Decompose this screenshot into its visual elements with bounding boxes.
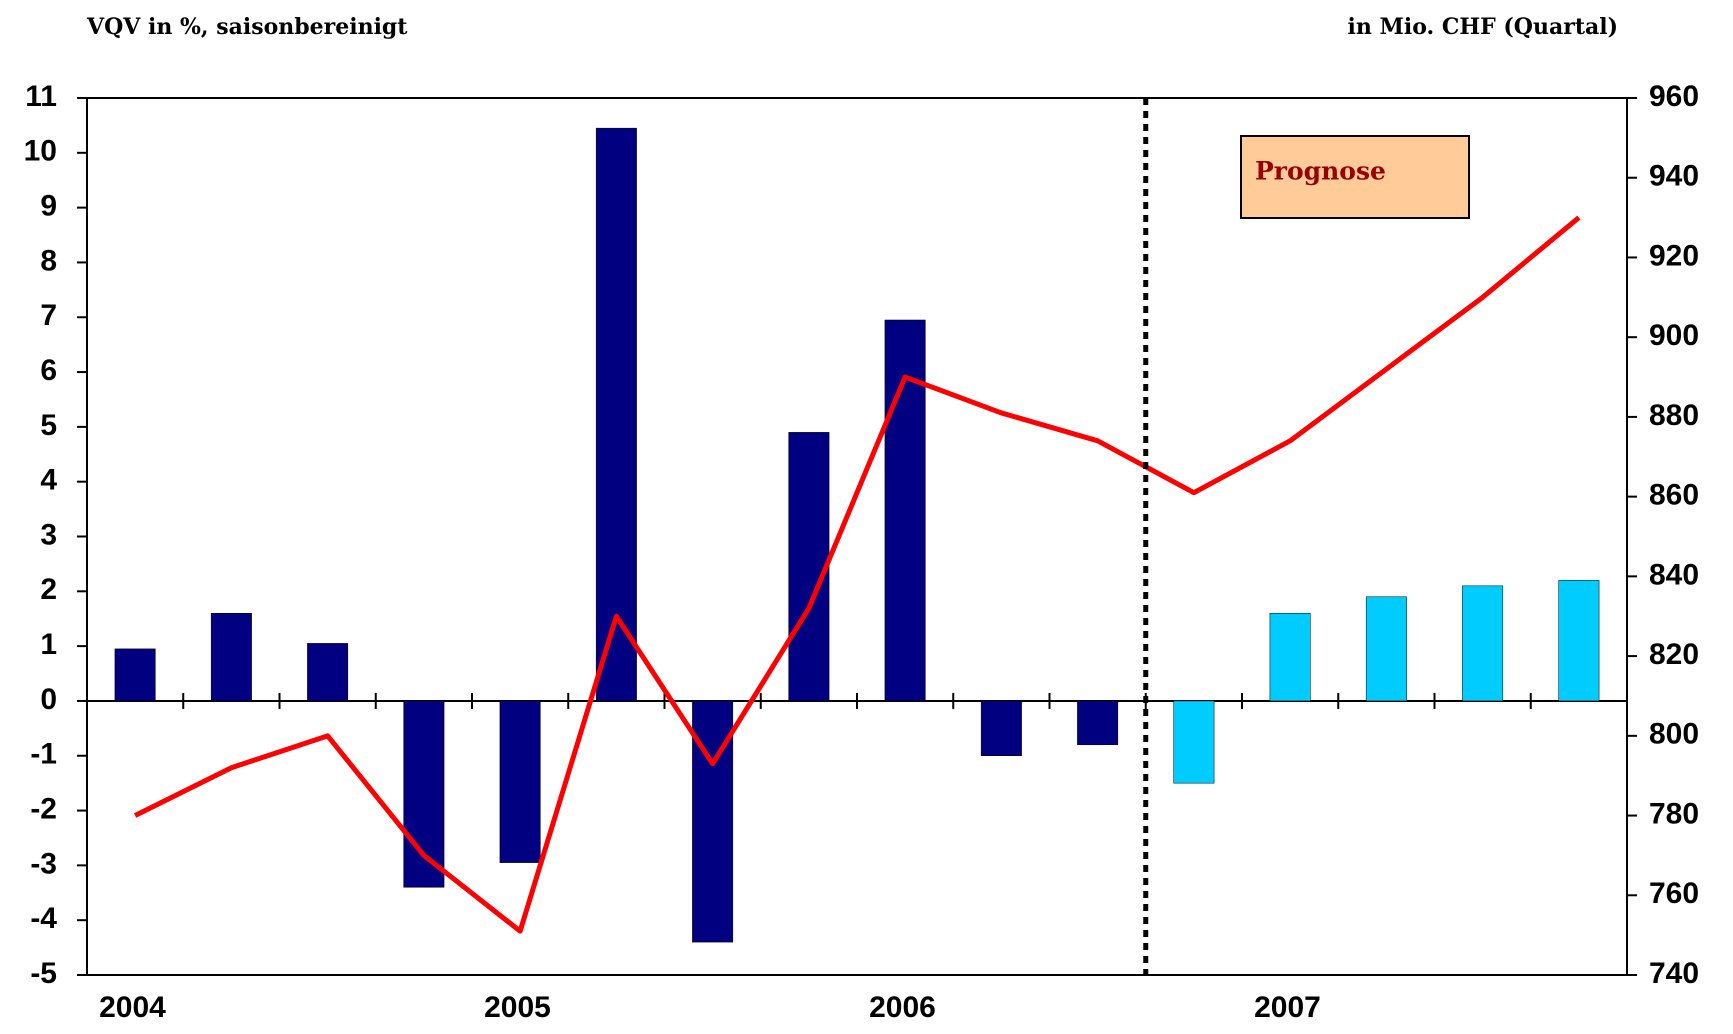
y-tick-label: 8 (40, 244, 57, 277)
x-tick-label: 2006 (869, 991, 936, 1024)
bar (1365, 596, 1407, 702)
x-tick-label: 2005 (484, 991, 551, 1024)
bar (307, 643, 349, 702)
y2-tick-label: 820 (1649, 638, 1699, 671)
bar (403, 700, 445, 888)
y2-tick-label: 760 (1649, 877, 1699, 910)
y-tick-label: 7 (40, 299, 57, 332)
y-tick-label: 11 (25, 80, 57, 113)
bar (1269, 612, 1311, 702)
y2-tick-label: 740 (1649, 957, 1699, 990)
bar (1173, 700, 1215, 784)
y-tick-label: 4 (40, 464, 57, 497)
y-tick-label: 3 (40, 518, 57, 551)
y2-tick-label: 960 (1649, 80, 1699, 113)
y-tick-label: 6 (40, 354, 57, 387)
bar (788, 432, 830, 702)
bar (980, 700, 1022, 756)
y2-tick-label: 860 (1649, 479, 1699, 512)
y-tick-label: -1 (30, 738, 57, 771)
y2-tick-label: 840 (1649, 558, 1699, 591)
left-axis-title: VQV in %, saisonbereinigt (86, 14, 408, 40)
y2-tick-label: 880 (1649, 399, 1699, 432)
bar (1077, 700, 1119, 746)
y-tick-label: 0 (40, 683, 57, 716)
bar (1558, 580, 1600, 702)
bar (595, 127, 637, 702)
y-tick-label: -2 (30, 792, 57, 825)
y2-tick-label: 780 (1649, 797, 1699, 830)
annotation: Prognose (1255, 157, 1386, 186)
y-tick-label: -4 (30, 902, 57, 935)
y2-tick-label: 800 (1649, 718, 1699, 751)
x-tick-label: 2004 (99, 991, 166, 1024)
line (134, 215, 1581, 934)
y-tick-label: -3 (30, 847, 57, 880)
y2-tick-label: 940 (1649, 160, 1699, 193)
y2-tick-label: 900 (1649, 319, 1699, 352)
right-axis-title: in Mio. CHF (Quartal) (1348, 14, 1619, 40)
y-tick-label: 2 (40, 573, 57, 606)
y-tick-label: 9 (40, 190, 57, 223)
bar (114, 648, 156, 702)
y-tick-label: 10 (24, 135, 57, 168)
annotation-box (1240, 135, 1470, 219)
y-tick-label: 5 (40, 409, 57, 442)
bar (210, 612, 252, 702)
bar (1462, 585, 1504, 702)
x-tick-label: 2007 (1254, 991, 1321, 1024)
y-tick-label: -5 (30, 957, 57, 990)
bar (499, 700, 541, 863)
y-tick-label: 1 (40, 628, 57, 661)
y2-tick-label: 920 (1649, 239, 1699, 272)
plot-area (86, 97, 1628, 976)
